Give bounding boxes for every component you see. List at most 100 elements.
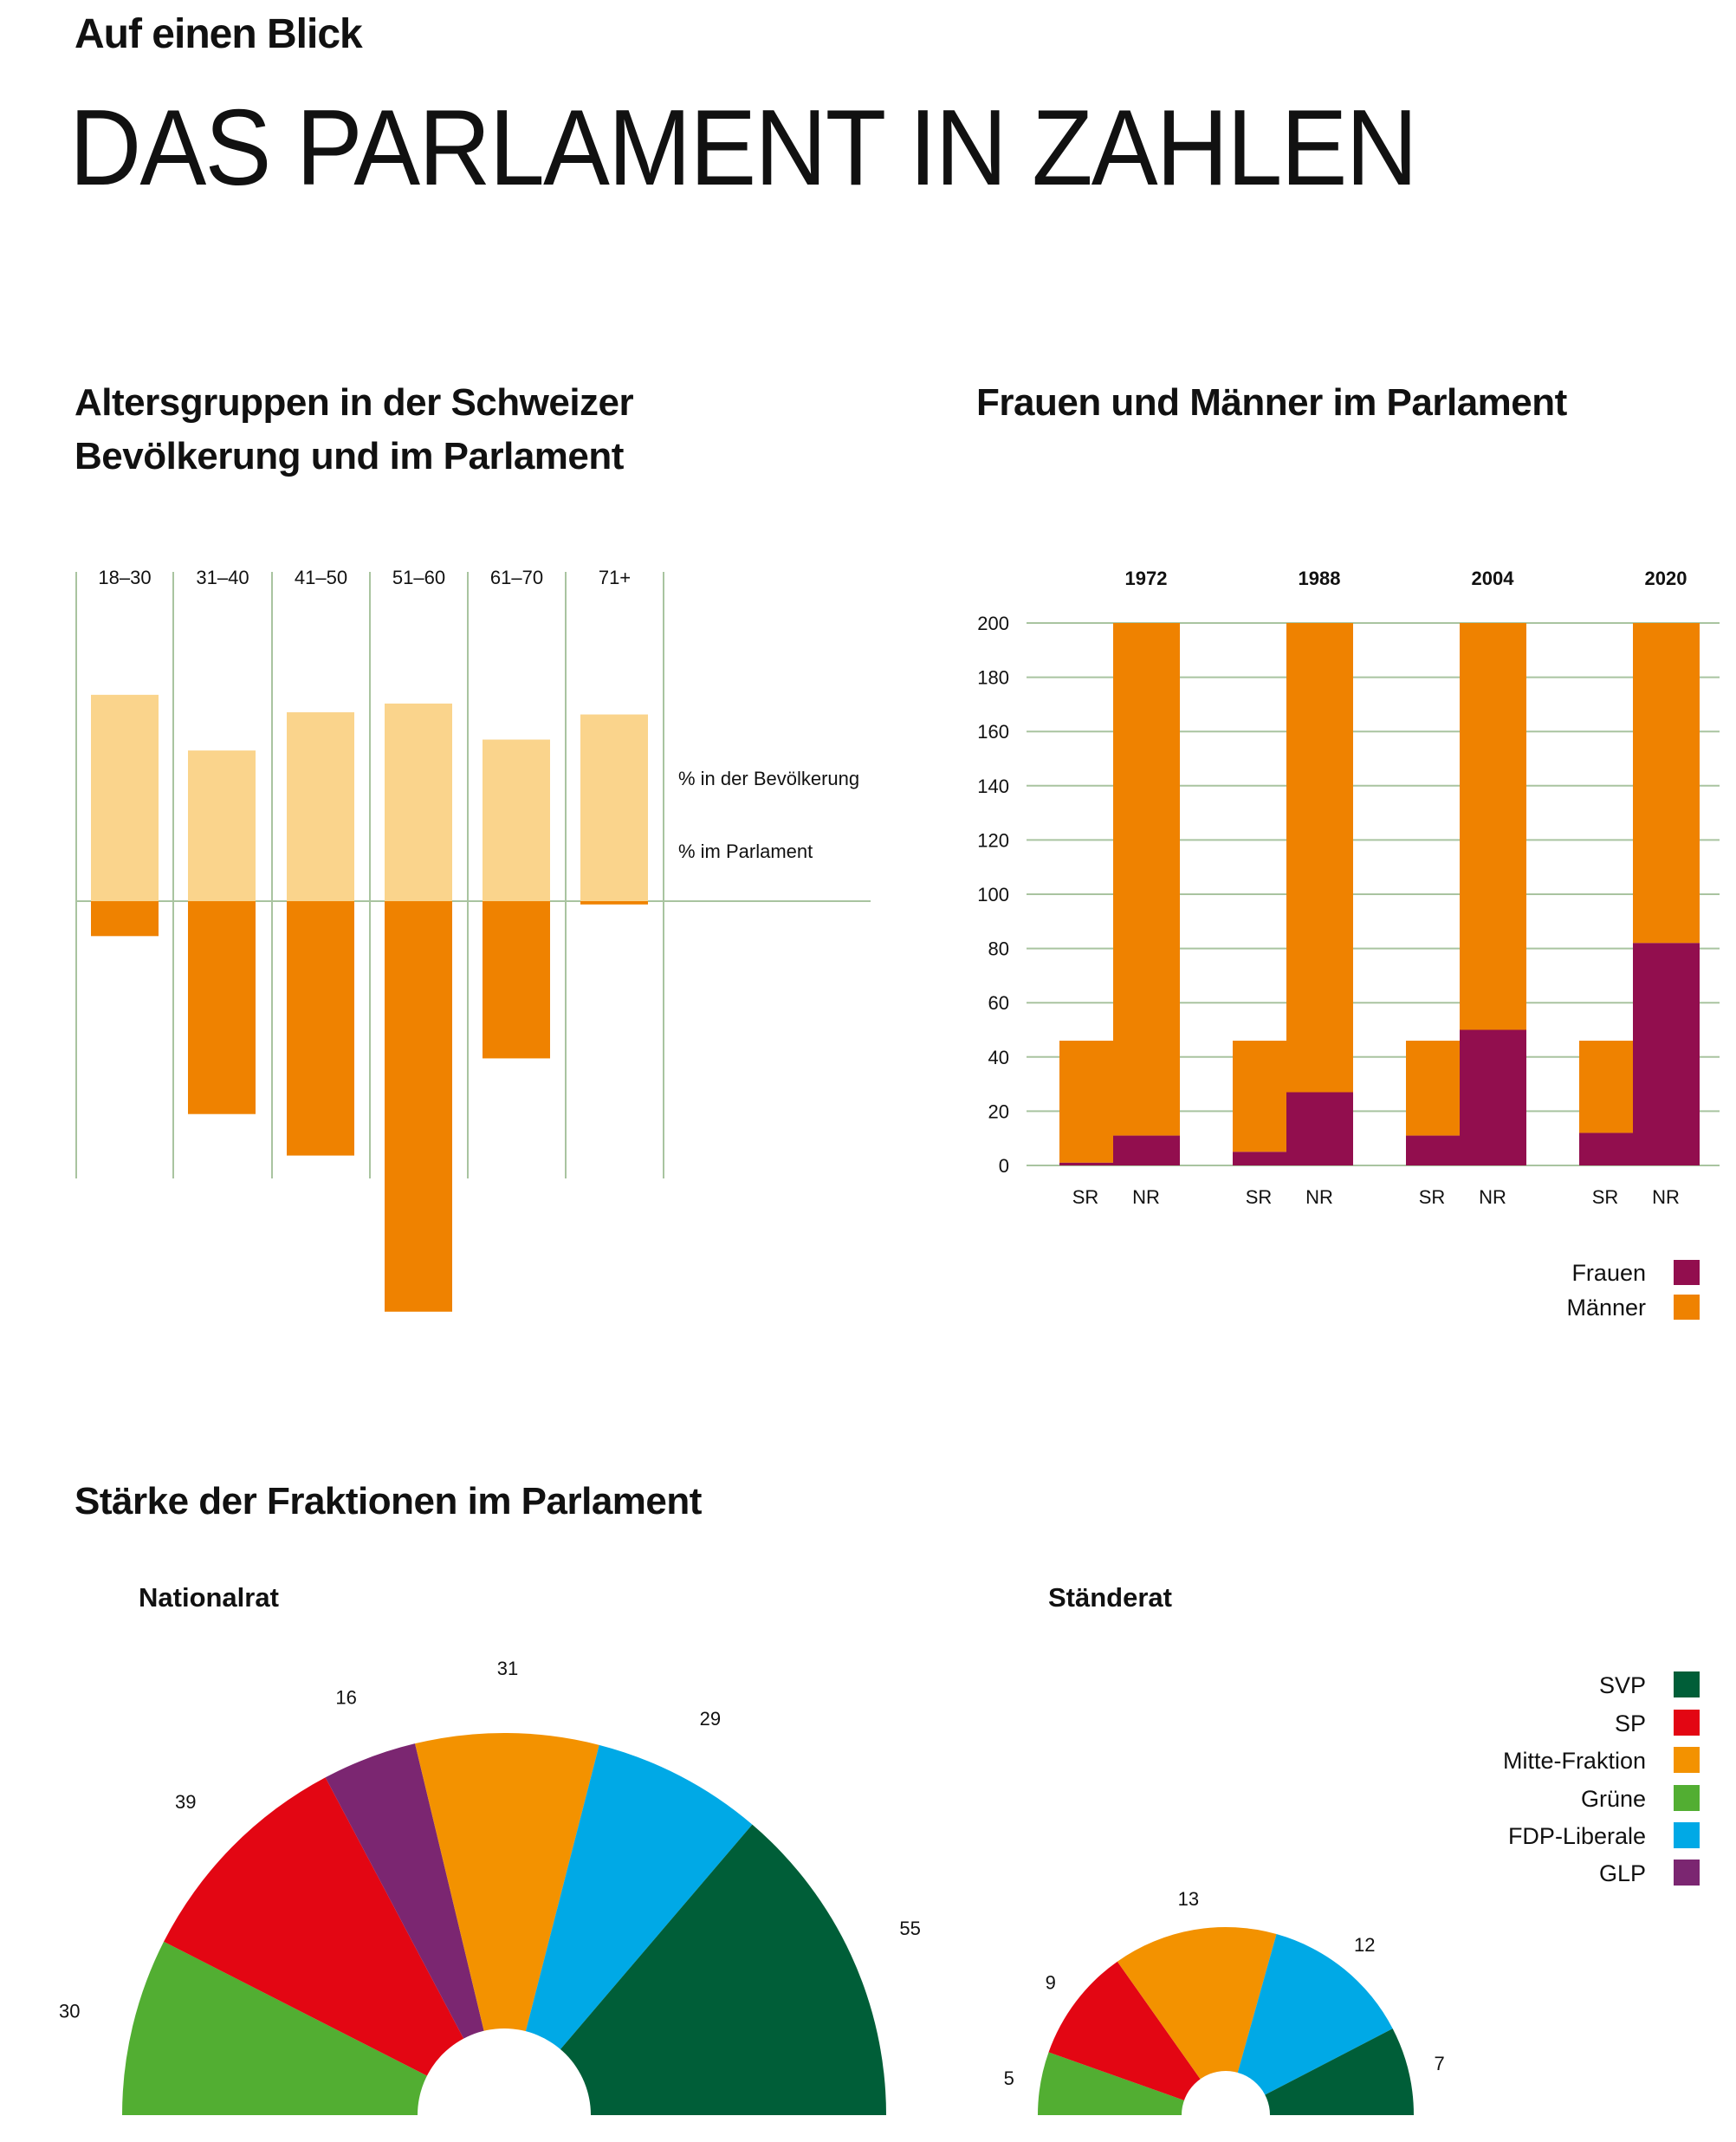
legend-swatch-männer <box>1674 1295 1700 1320</box>
population-bar <box>287 712 354 901</box>
legend-swatch-fdp-liberale <box>1674 1822 1700 1848</box>
slice-value-label: 29 <box>700 1708 721 1730</box>
slice-mitte-fraktion <box>1117 1927 1277 2115</box>
staenderat-title: Ständerat <box>1048 1582 1172 1613</box>
slice-sp <box>1048 1961 1226 2115</box>
parliament-bar <box>580 901 648 905</box>
sr-maenner-bar <box>1059 1041 1113 1163</box>
slice-grüne <box>1038 2052 1226 2115</box>
slice-value-label: 16 <box>335 1686 356 1708</box>
y-tick-label: 120 <box>977 829 1009 851</box>
slice-sp <box>164 1777 505 2115</box>
year-label: 2004 <box>1472 568 1515 589</box>
legend-label: Grüne <box>1581 1786 1646 1812</box>
age-chart-title-line2: Bevölkerung und im Parlament <box>74 435 624 477</box>
sr-label: SR <box>1246 1186 1273 1208</box>
nr-frauen-bar <box>1633 943 1700 1165</box>
nr-label: NR <box>1652 1186 1680 1208</box>
legend-label: Frauen <box>1571 1260 1646 1286</box>
parliament-bar <box>385 901 452 1312</box>
parliament-bar <box>91 901 159 937</box>
y-tick-label: 100 <box>977 884 1009 905</box>
sr-maenner-bar <box>1406 1041 1460 1136</box>
sr-frauen-bar <box>1233 1152 1286 1165</box>
y-tick-label: 60 <box>988 992 1009 1014</box>
parliament-bar <box>188 901 256 1114</box>
y-tick-label: 180 <box>977 667 1009 689</box>
parliament-bar <box>483 901 550 1059</box>
age-group-label: 61–70 <box>490 567 543 588</box>
slice-mitte-fraktion <box>415 1733 599 2115</box>
nr-label: NR <box>1305 1186 1333 1208</box>
slice-value-label: 7 <box>1435 2053 1445 2074</box>
age-group-label: 71+ <box>599 567 631 588</box>
slice-value-label: 9 <box>1046 1972 1056 1994</box>
sr-label: SR <box>1072 1186 1099 1208</box>
legend-swatch-svp <box>1674 1671 1700 1697</box>
age-chart-title-line1: Altersgruppen in der Schweizer <box>74 381 634 424</box>
page-title: DAS PARLAMENT IN ZAHLEN <box>69 88 1418 208</box>
y-tick-label: 20 <box>988 1100 1009 1122</box>
y-tick-label: 80 <box>988 938 1009 960</box>
population-bar <box>91 694 159 901</box>
population-series-label: % in der Bevölkerung <box>678 768 859 789</box>
legend-label: GLP <box>1599 1860 1646 1886</box>
year-label: 2020 <box>1645 568 1687 589</box>
nr-maenner-bar <box>1633 623 1700 944</box>
nr-label: NR <box>1479 1186 1506 1208</box>
legend-label: Männer <box>1566 1295 1646 1321</box>
pie-base-mask <box>1033 2115 1418 2142</box>
sr-frauen-bar <box>1059 1162 1113 1165</box>
sr-frauen-bar <box>1579 1133 1633 1165</box>
pie-base-mask <box>118 2115 891 2142</box>
y-tick-label: 200 <box>977 613 1009 634</box>
legend-swatch-mitte-fraktion <box>1674 1747 1700 1773</box>
slice-svp <box>504 1824 886 2115</box>
nr-maenner-bar <box>1460 623 1526 1030</box>
slice-value-label: 13 <box>1178 1888 1199 1910</box>
sr-label: SR <box>1419 1186 1446 1208</box>
slice-value-label: 31 <box>497 1658 518 1679</box>
age-group-label: 31–40 <box>196 567 249 588</box>
gender-chart-title: Frauen und Männer im Parlament <box>976 381 1567 424</box>
slice-value-label: 5 <box>1004 2067 1014 2089</box>
legend-label: SVP <box>1599 1672 1646 1698</box>
age-group-label: 18–30 <box>98 567 151 588</box>
nr-label: NR <box>1132 1186 1160 1208</box>
slice-glp <box>325 1743 504 2115</box>
parliament-bar <box>287 901 354 1156</box>
nr-frauen-bar <box>1286 1092 1353 1165</box>
nr-maenner-bar <box>1286 623 1353 1093</box>
sr-frauen-bar <box>1406 1135 1460 1165</box>
legend-label: SP <box>1615 1710 1646 1736</box>
population-bar <box>580 714 648 901</box>
legend-swatch-grüne <box>1674 1785 1700 1811</box>
year-label: 1988 <box>1299 568 1341 589</box>
legend-swatch-frauen <box>1674 1260 1700 1285</box>
slice-fdp-liberale <box>504 1744 753 2115</box>
y-tick-label: 40 <box>988 1047 1009 1068</box>
population-bar <box>385 703 452 901</box>
age-group-label: 41–50 <box>295 567 347 588</box>
parliament-series-label: % im Parlament <box>678 841 813 862</box>
slice-value-label: 55 <box>899 1918 920 1939</box>
sr-maenner-bar <box>1233 1041 1286 1152</box>
y-tick-label: 140 <box>977 776 1009 797</box>
age-chart-title: Altersgruppen in der Schweizer Bevölkeru… <box>74 376 634 484</box>
legend-label: Mitte-Fraktion <box>1503 1748 1646 1774</box>
nr-frauen-bar <box>1460 1029 1526 1165</box>
year-label: 1972 <box>1125 568 1168 589</box>
nr-maenner-bar <box>1113 623 1180 1136</box>
legend-swatch-sp <box>1674 1710 1700 1736</box>
slice-value-label: 39 <box>175 1791 196 1813</box>
pie-center-hole <box>418 2028 591 2142</box>
y-tick-label: 160 <box>977 721 1009 743</box>
y-tick-label: 0 <box>999 1155 1009 1177</box>
sr-maenner-bar <box>1579 1041 1633 1133</box>
factions-section-title: Stärke der Fraktionen im Parlament <box>74 1480 702 1522</box>
legend-swatch-glp <box>1674 1860 1700 1886</box>
population-bar <box>483 739 550 901</box>
slice-fdp-liberale <box>1226 1934 1393 2115</box>
legend-label: FDP-Liberale <box>1508 1823 1646 1849</box>
